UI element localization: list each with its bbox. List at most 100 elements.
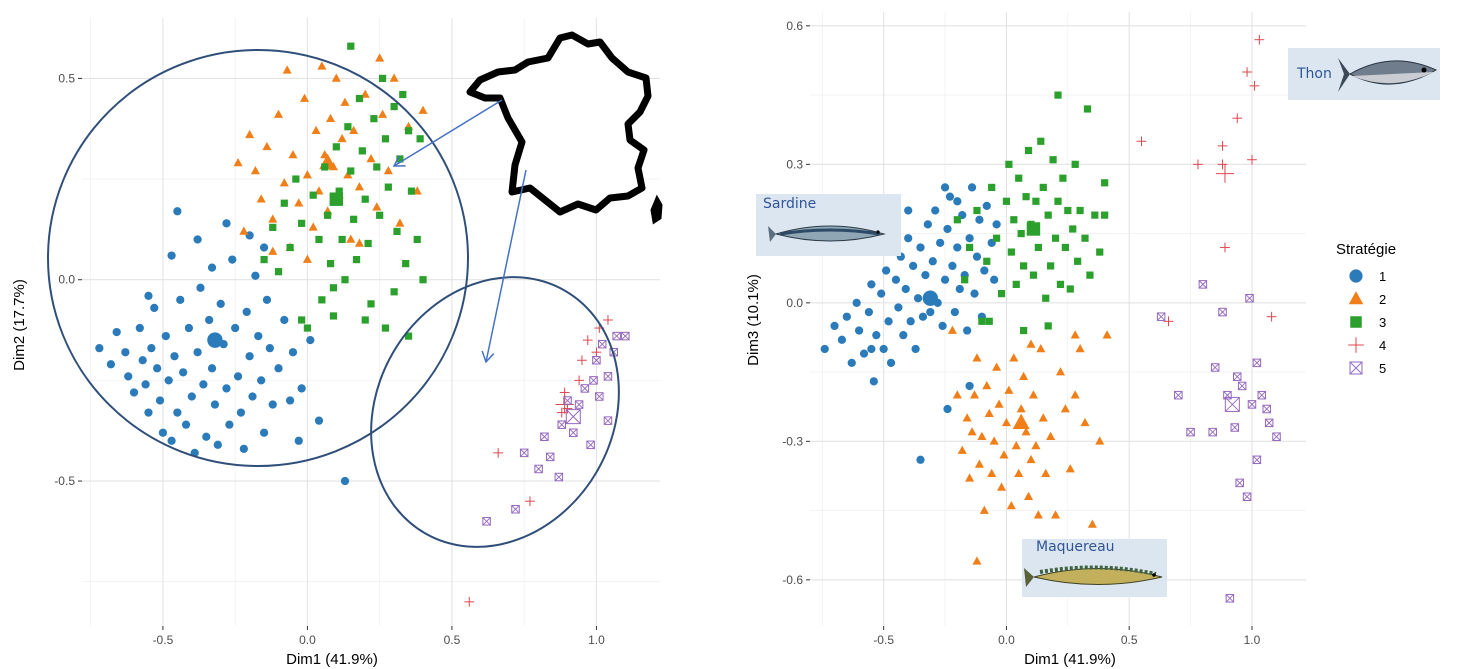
left-point-strategie-2	[256, 194, 266, 203]
right-point-strategie-3	[1005, 160, 1013, 168]
right-point-strategie-2	[1019, 371, 1029, 381]
right-point-strategie-1	[963, 326, 972, 335]
right-y-tick-label: 0.0	[786, 296, 803, 310]
left-point-strategie-3	[358, 147, 366, 155]
left-point-strategie-1	[259, 428, 269, 437]
legend-items: 1 2 3 4 5	[1348, 269, 1386, 376]
right-point-strategie-1	[877, 289, 886, 298]
right-point-strategie-4	[1193, 159, 1203, 170]
right-point-strategie-1	[891, 275, 901, 284]
right-point-strategie-2	[1006, 501, 1016, 510]
right-point-strategie-3	[1054, 197, 1062, 205]
right-point-strategie-3	[1051, 234, 1060, 242]
right-point-strategie-1	[852, 298, 861, 307]
left-point-strategie-1	[274, 364, 283, 373]
right-point-strategie-2	[1023, 491, 1034, 501]
left-point-strategie-1	[141, 380, 150, 389]
right-point-strategie-5	[1230, 423, 1240, 432]
left-point-strategie-1	[213, 440, 222, 449]
left-point-strategie-3	[347, 167, 355, 175]
left-point-strategie-1	[144, 408, 153, 417]
right-point-strategie-1	[913, 294, 923, 303]
right-point-strategie-1	[906, 317, 915, 326]
left-point-strategie-3	[347, 42, 355, 50]
left-panel: -0.5 0.0 0.5 1.0 -0.5 0.0 0.5 Dim1 (41.9%) Dim…	[11, 18, 663, 668]
right-point-strategie-2	[982, 380, 992, 390]
thon-label-box: Thon	[1288, 48, 1440, 100]
right-point-strategie-5	[1232, 372, 1242, 381]
right-point-strategie-2	[1033, 510, 1043, 519]
legend-key-strategie-3	[1350, 316, 1362, 328]
arrow-to-ellipse-1	[394, 99, 503, 166]
left-point-strategie-2	[294, 198, 304, 207]
left-point-strategie-1	[106, 360, 116, 369]
right-point-strategie-2	[1009, 353, 1019, 362]
right-point-strategie-3	[1056, 280, 1065, 288]
right-point-strategie-2	[1051, 510, 1061, 519]
left-point-strategie-3	[390, 102, 398, 111]
right-point-strategie-3	[1047, 262, 1055, 270]
left-point-strategie-2	[299, 93, 310, 102]
left-point-strategie-2	[302, 170, 312, 179]
right-x-tick-label: -0.5	[873, 633, 894, 647]
right-point-strategie-1	[881, 266, 891, 275]
right-y-axis-label: Dim3 (10.1%)	[745, 274, 762, 366]
right-point-strategie-5	[1257, 390, 1267, 400]
right-point-strategie-3	[1064, 206, 1072, 215]
left-point-strategie-1	[181, 420, 191, 429]
left-point-strategie-1	[248, 392, 257, 401]
right-point-strategie-2	[1016, 404, 1026, 413]
left-x-tick-label: -0.5	[153, 633, 174, 647]
right-point-strategie-3	[1024, 146, 1033, 155]
right-point-strategie-2	[1055, 367, 1065, 376]
left-point-strategie-3	[329, 284, 338, 292]
left-point-strategie-3	[335, 187, 343, 195]
left-point-strategie-1	[245, 352, 254, 361]
left-point-strategie-1	[239, 444, 248, 453]
left-point-strategie-1	[153, 364, 162, 373]
left-point-strategie-3	[326, 260, 335, 268]
right-centroid-strategie-4	[1215, 164, 1235, 183]
left-point-strategie-1	[222, 219, 231, 228]
right-x-tick-label: 0.0	[998, 633, 1015, 647]
left-point-strategie-5	[569, 428, 578, 437]
left-point-strategie-1	[205, 315, 214, 325]
france-map-icon	[466, 31, 663, 225]
left-point-strategie-2	[366, 153, 376, 163]
left-point-strategie-1	[340, 476, 350, 486]
right-point-strategie-4	[1254, 34, 1265, 45]
right-point-strategie-1	[936, 238, 945, 247]
right-point-strategie-2	[996, 482, 1007, 491]
left-point-strategie-3	[361, 316, 369, 324]
left-point-strategie-2	[262, 141, 272, 151]
left-point-strategie-5	[563, 396, 572, 405]
right-point-strategie-3	[1071, 160, 1079, 168]
left-point-strategie-3	[355, 94, 364, 103]
right-point-strategie-5	[1247, 400, 1257, 409]
left-point-strategie-3	[390, 288, 398, 296]
right-point-strategie-1	[940, 183, 950, 192]
left-point-strategie-1	[202, 432, 211, 441]
right-point-strategie-1	[972, 252, 982, 261]
right-point-strategie-4	[1220, 242, 1230, 253]
right-point-strategie-3	[1017, 229, 1025, 238]
right-point-strategie-3	[1076, 206, 1084, 215]
left-point-strategie-3	[384, 183, 392, 191]
left-point-strategie-3	[324, 211, 332, 219]
left-point-strategie-3	[269, 223, 277, 231]
right-point-strategie-3	[1007, 248, 1015, 256]
right-point-strategie-3	[1061, 243, 1069, 252]
right-point-strategie-1	[830, 321, 839, 331]
right-point-strategie-3	[1054, 91, 1062, 99]
right-point-strategie-3	[1002, 197, 1011, 205]
right-point-strategie-5	[1210, 363, 1220, 372]
left-point-strategie-1	[251, 271, 260, 280]
left-point-strategie-1	[216, 299, 225, 309]
right-point-strategie-3	[1029, 271, 1038, 279]
right-point-strategie-3	[1086, 271, 1094, 279]
right-point-strategie-2	[1014, 468, 1024, 477]
right-point-strategie-1	[894, 303, 903, 312]
left-point-strategie-2	[354, 182, 364, 191]
left-point-strategie-1	[225, 420, 234, 429]
